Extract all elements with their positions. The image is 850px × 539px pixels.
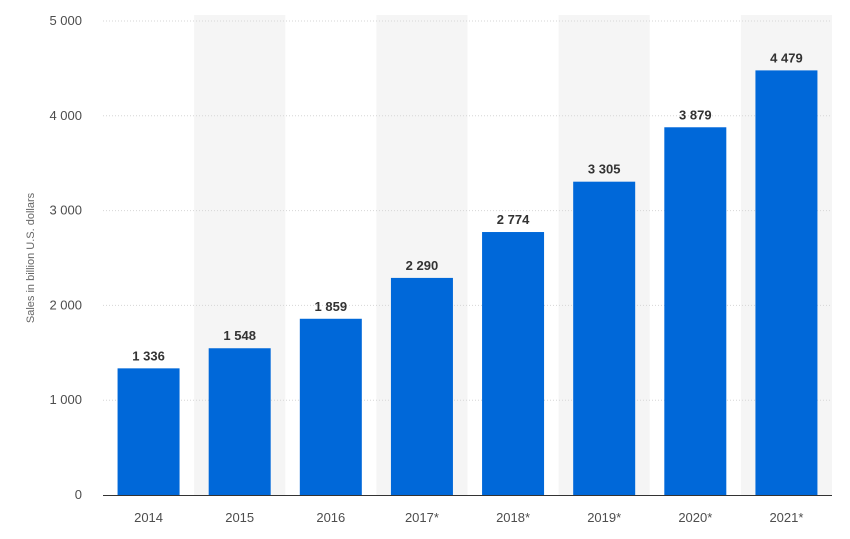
x-axis-ticks: 2014 2015 2016 2017* 2018* 2019* 2020* 2021*	[134, 510, 803, 525]
y-axis-ticks: 0 1 000 2 000 3 000 4 000 5 000	[49, 13, 82, 502]
x-tick-label: 2021*	[769, 510, 803, 525]
x-tick-label: 2020*	[678, 510, 712, 525]
bar	[299, 318, 362, 495]
data-label: 3 305	[588, 162, 621, 177]
data-label: 2 774	[497, 212, 530, 227]
bars	[117, 70, 818, 496]
y-tick-label: 2 000	[49, 297, 82, 312]
data-label: 1 336	[132, 348, 165, 363]
data-label: 2 290	[406, 258, 439, 273]
x-tick-label: 2015	[225, 510, 254, 525]
y-tick-label: 4 000	[49, 108, 82, 123]
y-tick-label: 0	[75, 487, 82, 502]
bar	[755, 70, 818, 495]
y-tick-label: 5 000	[49, 13, 82, 28]
data-label: 1 859	[315, 299, 348, 314]
data-label: 3 879	[679, 107, 712, 122]
bar	[390, 277, 453, 495]
bar	[664, 127, 727, 495]
x-tick-label: 2017*	[405, 510, 439, 525]
y-tick-label: 3 000	[49, 203, 82, 218]
bar	[208, 348, 271, 495]
data-labels: 1 336 1 548 1 859 2 290 2 774 3 305 3 879 4 479	[132, 50, 802, 363]
bar	[573, 181, 636, 495]
bar	[482, 232, 545, 496]
data-label: 4 479	[770, 50, 803, 65]
x-tick-label: 2014	[134, 510, 163, 525]
data-label: 1 548	[223, 328, 256, 343]
bar	[117, 368, 180, 495]
x-tick-label: 2016	[316, 510, 345, 525]
x-tick-label: 2018*	[496, 510, 530, 525]
x-tick-label: 2019*	[587, 510, 621, 525]
y-axis-title: Sales in billion U.S. dollars	[25, 192, 37, 323]
y-tick-label: 1 000	[49, 392, 82, 407]
